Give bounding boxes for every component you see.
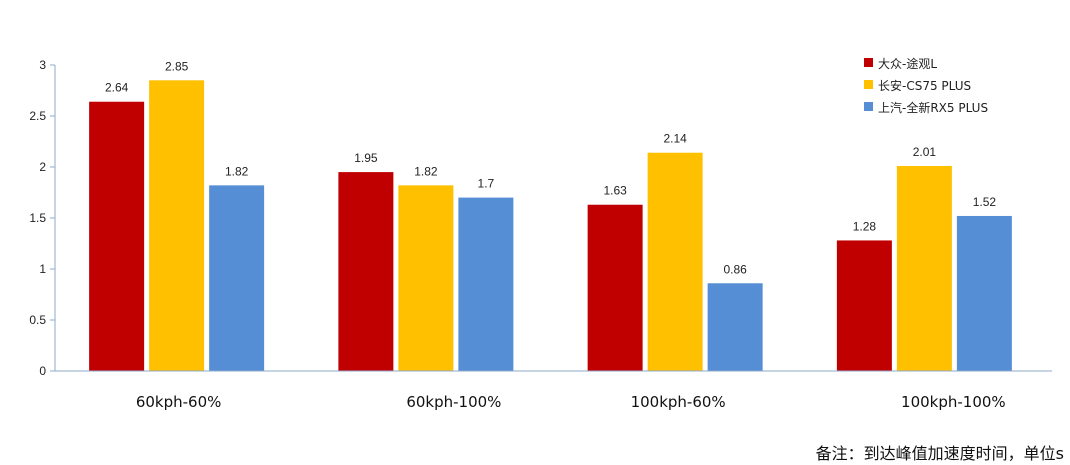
data-label: 2.01 <box>913 145 937 159</box>
legend-swatch <box>864 58 873 67</box>
y-tick-label: 1 <box>39 262 46 276</box>
x-category-label: 60kph-100% <box>406 393 501 411</box>
x-category-label: 100kph-100% <box>901 393 1006 411</box>
legend-swatch <box>864 80 873 89</box>
legend: 大众-途观L 长安-CS75 PLUS 上汽-全新RX5 PLUS <box>864 56 988 115</box>
data-label: 1.28 <box>853 219 877 233</box>
bar-2-3 <box>647 152 703 371</box>
legend-label: 大众-途观L <box>878 56 937 71</box>
x-category-label: 60kph-60% <box>136 393 222 411</box>
data-label: 2.14 <box>663 132 687 146</box>
bar-3-4 <box>956 215 1012 371</box>
legend-label: 上汽-全新RX5 PLUS <box>878 100 988 115</box>
x-axis: 60kph-60% 60kph-100% 100kph-60% 100kph-100% <box>55 370 1052 411</box>
data-label: 1.82 <box>225 164 249 178</box>
bar-1-3 <box>587 204 643 371</box>
bars <box>89 80 1012 372</box>
y-tick-label: 0 <box>39 364 46 378</box>
data-labels: 2.64 2.85 1.82 1.95 1.82 1.7 1.63 2.14 0.86 1.28 2… <box>105 59 996 276</box>
data-label: 1.7 <box>478 177 495 191</box>
bar-2-4 <box>896 165 952 371</box>
legend-label: 长安-CS75 PLUS <box>878 78 971 93</box>
bar-1-1 <box>89 101 145 371</box>
data-label: 1.52 <box>973 195 997 209</box>
bar-3-1 <box>209 185 265 371</box>
footnote: 备注：到达峰值加速度时间，单位s <box>815 444 1064 463</box>
x-category-label: 100kph-60% <box>631 393 726 411</box>
y-tick-label: 3 <box>39 58 46 72</box>
bar-1-4 <box>836 240 892 371</box>
y-tick-label: 2.5 <box>29 109 46 123</box>
y-axis: 0 0.5 1 1.5 2 2.5 3 <box>29 58 56 378</box>
bar-3-3 <box>707 283 763 371</box>
y-tick-label: 2 <box>39 160 46 174</box>
data-label: 1.95 <box>354 151 378 165</box>
bar-3-2 <box>458 197 514 371</box>
data-label: 0.86 <box>723 262 747 276</box>
data-label: 1.63 <box>603 184 627 198</box>
data-label: 2.85 <box>165 59 189 73</box>
y-tick-label: 1.5 <box>29 211 46 225</box>
bar-1-2 <box>338 172 394 371</box>
legend-swatch <box>864 102 873 111</box>
bar-2-2 <box>398 185 454 371</box>
data-label: 1.82 <box>414 164 438 178</box>
bar-2-1 <box>149 80 205 372</box>
y-tick-label: 0.5 <box>29 313 46 327</box>
data-label: 2.64 <box>105 81 129 95</box>
